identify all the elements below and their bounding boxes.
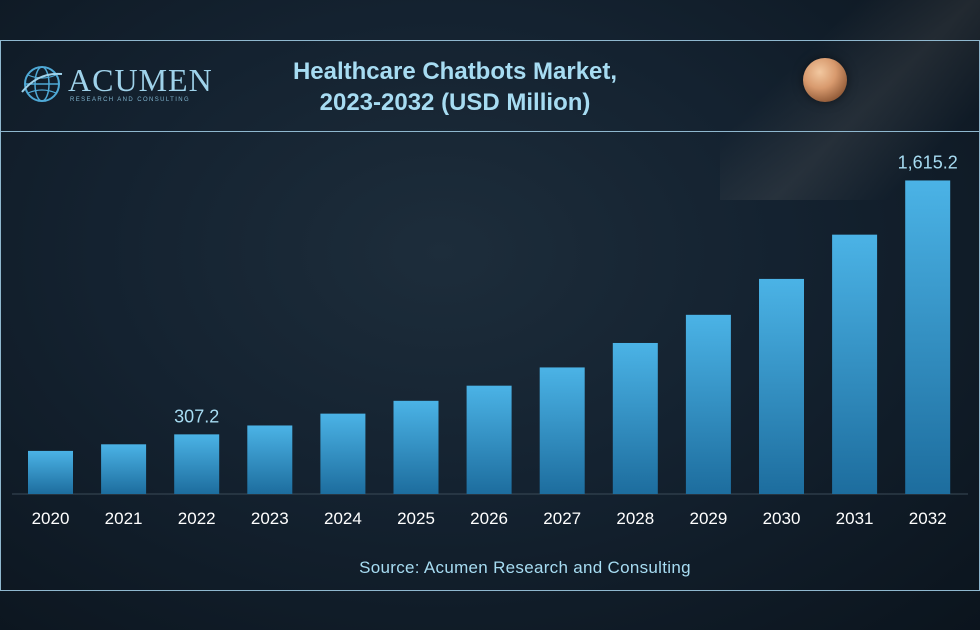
frame-top-border xyxy=(0,40,980,41)
x-tick-label: 2030 xyxy=(763,509,801,528)
x-tick-label: 2023 xyxy=(251,509,289,528)
data-label-2022: 307.2 xyxy=(174,406,219,426)
x-tick-label: 2031 xyxy=(836,509,874,528)
logo-tagline: RESEARCH AND CONSULTING xyxy=(70,97,191,103)
chart-title-line-2: 2023-2032 (USD Million) xyxy=(319,89,591,116)
x-tick-label: 2029 xyxy=(689,509,727,528)
x-tick-label: 2032 xyxy=(909,509,947,528)
frame-left-border xyxy=(0,40,1,590)
x-tick-label: 2020 xyxy=(32,509,70,528)
bar-2032 xyxy=(905,180,951,494)
decorative-sphere xyxy=(803,58,847,102)
bar-2023 xyxy=(247,425,293,494)
x-tick-label: 2025 xyxy=(397,509,435,528)
frame-bottom-border xyxy=(0,590,980,591)
chart-title-line-1: Healthcare Chatbots Market, xyxy=(292,58,618,85)
data-label-2032: 1,615.2 xyxy=(898,152,958,172)
x-tick-label: 2027 xyxy=(543,509,581,528)
bar-2025 xyxy=(393,400,439,494)
x-tick-label: 2028 xyxy=(616,509,654,528)
x-tick-label: 2024 xyxy=(324,509,362,528)
bar-2030 xyxy=(759,278,804,494)
x-tick-label: 2022 xyxy=(178,509,216,528)
x-tick-label: 2026 xyxy=(470,509,508,528)
bar-2021 xyxy=(101,444,147,494)
bar-2020 xyxy=(28,450,73,494)
bar-2028 xyxy=(612,342,658,494)
bar-2027 xyxy=(539,367,585,494)
globe-icon xyxy=(21,66,63,102)
bar-2031 xyxy=(832,234,878,495)
header-divider xyxy=(0,131,980,132)
bar-2029 xyxy=(685,314,731,494)
x-tick-label: 2021 xyxy=(105,509,143,528)
chart-title: Healthcare Chatbots Market, 2023-2032 (U… xyxy=(245,56,665,118)
source-note: Source: Acumen Research and Consulting xyxy=(359,558,691,577)
bar-2024 xyxy=(320,413,366,494)
bar-2022 xyxy=(174,434,220,494)
bar-2026 xyxy=(466,385,512,494)
acumen-logo: ACUMEN RESEARCH AND CONSULTING xyxy=(20,60,213,110)
logo-wordmark: ACUMEN xyxy=(68,62,213,98)
